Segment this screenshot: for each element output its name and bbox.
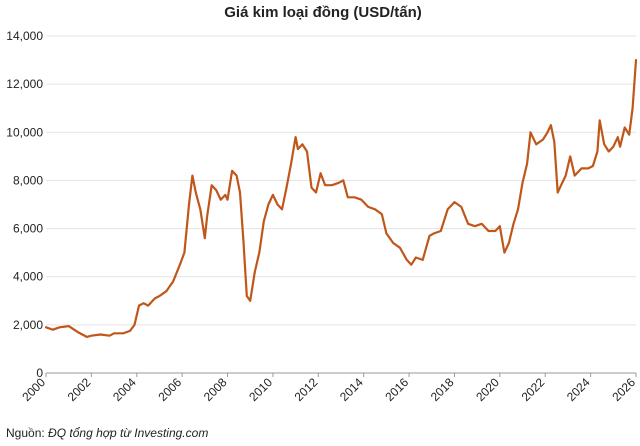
y-tick-label: 14,000: [6, 29, 43, 43]
y-tick-label: 10,000: [6, 125, 43, 139]
x-tick-label: 2020: [473, 375, 502, 404]
gridlines: [46, 35, 636, 326]
x-tick-label: 2014: [337, 375, 366, 404]
x-tick-label: 2012: [292, 375, 321, 404]
x-tick-label: 2018: [428, 375, 457, 404]
x-tick-label: 2004: [110, 375, 139, 404]
series-line: [44, 59, 638, 338]
source-note: Nguồn: ĐQ tổng hợp từ Investing.com: [6, 426, 208, 440]
y-tick-label: 6,000: [13, 222, 43, 236]
series-layer: [44, 59, 638, 338]
x-axis: 2000 2002 2004 2006 2008 2010 2012 2014 2016 2018…: [19, 372, 638, 404]
source-text: ĐQ tổng hợp từ Investing.com: [48, 426, 209, 440]
x-tick-label: 2022: [519, 375, 548, 404]
x-tick-label: 2026: [609, 375, 638, 404]
x-tick-label: 2002: [65, 375, 94, 404]
x-tick-label: 2016: [382, 375, 411, 404]
y-tick-label: 12,000: [6, 77, 43, 91]
y-tick-label: 0: [36, 366, 43, 380]
x-tick-label: 2024: [564, 375, 593, 404]
x-tick-label: 2000: [19, 375, 48, 404]
y-tick-label: 8,000: [13, 173, 43, 187]
y-tick-label: 4,000: [13, 270, 43, 284]
chart-title: Giá kim loại đồng (USD/tấn): [224, 4, 422, 21]
y-tick-label: 2,000: [13, 318, 43, 332]
x-tick-label: 2008: [201, 375, 230, 404]
x-tick-label: 2006: [155, 375, 184, 404]
source-label: Nguồn:: [6, 426, 45, 440]
x-tick-label: 2010: [246, 375, 275, 404]
y-axis: 0 2,000 4,000 6,000 8,000 10,000 12,000 14,000: [6, 29, 43, 380]
